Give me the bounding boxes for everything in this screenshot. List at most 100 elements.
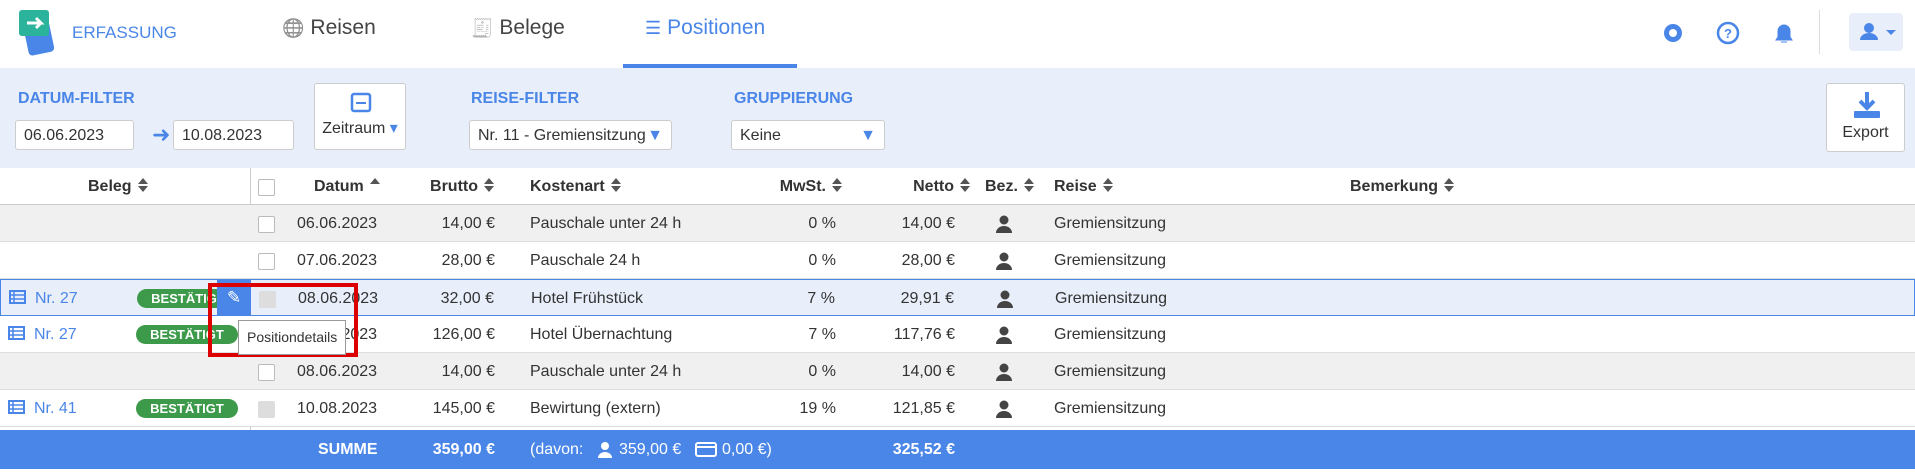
export-button[interactable]: Export bbox=[1826, 83, 1905, 152]
column-header[interactable]: Datum bbox=[314, 168, 381, 205]
trip: Gremiensitzung bbox=[1054, 215, 1167, 232]
gross: 14,00 € bbox=[441, 363, 495, 380]
table-row[interactable]: Nr. 41 BESTÄTIGT 10.08.2023 145,00 € Bewirtu… bbox=[0, 390, 1915, 427]
net: 14,00 € bbox=[901, 363, 955, 380]
trip: Gremiensitzung bbox=[1054, 252, 1167, 269]
beleg-link[interactable]: Nr. 27 bbox=[8, 316, 77, 353]
user-menu[interactable] bbox=[1849, 13, 1903, 51]
vat: 7 % bbox=[808, 326, 836, 343]
column-title: Datum bbox=[314, 178, 364, 195]
column-header[interactable]: Beleg bbox=[88, 168, 149, 205]
select-value: Keine bbox=[740, 127, 781, 144]
gross: 145,00 € bbox=[432, 400, 495, 417]
trip: Gremiensitzung bbox=[1054, 363, 1167, 380]
button-text: Export bbox=[1842, 124, 1889, 141]
column-header[interactable]: Netto bbox=[913, 168, 971, 205]
nav-item[interactable]: 🌐 Reisen bbox=[282, 16, 376, 40]
status-badge: BESTÄTIGT bbox=[136, 325, 238, 344]
button-text: Zeitraum bbox=[322, 120, 386, 137]
nav-item[interactable]: ☰ Positionen bbox=[645, 16, 765, 40]
nav-item[interactable]: 🧾 Belege bbox=[471, 16, 565, 40]
nav-icon: ☰ bbox=[645, 18, 662, 38]
range-button[interactable]: Zeitraum ▾ bbox=[314, 83, 406, 150]
date: 08.06.2023 bbox=[298, 290, 379, 307]
checkbox[interactable] bbox=[258, 179, 275, 196]
cost-type: Bewirtung (extern) bbox=[530, 400, 661, 417]
highlight-box bbox=[208, 283, 358, 357]
beleg-link[interactable]: Nr. 27 bbox=[9, 280, 78, 317]
divider bbox=[1819, 10, 1820, 54]
table-row[interactable]: 07.06.2023 28,00 € Pauschale 24 h 0 % 28,00 … bbox=[0, 242, 1915, 279]
cost-type: Pauschale unter 24 h bbox=[530, 363, 682, 380]
column-title: Bez. bbox=[985, 178, 1018, 195]
checkbox[interactable] bbox=[258, 253, 275, 270]
card-icon bbox=[695, 442, 717, 457]
nav-label: Reisen bbox=[310, 16, 376, 39]
trip: Gremiensitzung bbox=[1055, 290, 1168, 307]
column-header[interactable]: Kostenart bbox=[530, 168, 622, 205]
cost-type: Hotel Übernachtung bbox=[530, 326, 673, 343]
gross: 14,00 € bbox=[441, 215, 495, 232]
summary-netto: 325,52 € bbox=[892, 441, 955, 458]
column-title: Beleg bbox=[88, 178, 132, 195]
trip-select[interactable]: Nr. 11 - Gremiensitzung ▼ bbox=[469, 120, 672, 150]
person-icon bbox=[997, 290, 1013, 308]
summary-label: SUMME bbox=[318, 441, 378, 458]
column-title: Netto bbox=[913, 178, 954, 195]
table-header: Beleg Datum Brutto Kostenart MwSt. Netto Bez. R… bbox=[0, 168, 1915, 205]
net: 28,00 € bbox=[901, 252, 955, 269]
summary-person: 359,00 € bbox=[619, 441, 682, 458]
header-icons[interactable]: ? bbox=[1660, 20, 1810, 46]
header: ERFASSUNG 🌐 Reisen 🧾 Belege ☰ Positionen ? bbox=[0, 0, 1915, 68]
date-input[interactable]: 06.06.2023 bbox=[15, 120, 134, 150]
column-title: Brutto bbox=[430, 178, 478, 195]
beleg-number: Nr. 27 bbox=[35, 290, 78, 307]
person-icon bbox=[996, 326, 1012, 344]
filter-bar: DATUM-FILTER 06.06.2023 ➜ 10.08.2023 Zei… bbox=[0, 68, 1915, 168]
nav-icon: 🌐 bbox=[282, 18, 305, 38]
group-select[interactable]: Keine ▼ bbox=[731, 120, 885, 150]
summary-card: 0,00 €) bbox=[722, 441, 772, 458]
checkbox[interactable] bbox=[258, 401, 275, 418]
column-header[interactable]: Bemerkung bbox=[1350, 168, 1455, 205]
column-header[interactable]: MwSt. bbox=[780, 168, 843, 205]
date: 08.06.2023 bbox=[297, 363, 378, 380]
person-icon bbox=[996, 215, 1012, 233]
date-input[interactable]: 10.08.2023 bbox=[173, 120, 294, 150]
gross: 126,00 € bbox=[432, 326, 495, 343]
net: 14,00 € bbox=[901, 215, 955, 232]
checkbox[interactable] bbox=[258, 364, 275, 381]
column-title: Bemerkung bbox=[1350, 178, 1439, 195]
net: 117,76 € bbox=[893, 326, 955, 343]
tooltip: Positiondetails bbox=[238, 320, 347, 355]
column-header[interactable]: Brutto bbox=[430, 168, 495, 205]
checkbox[interactable] bbox=[258, 216, 275, 233]
vat: 7 % bbox=[807, 290, 835, 307]
arrow: ➜ bbox=[152, 122, 171, 147]
vat: 19 % bbox=[799, 400, 836, 417]
filter-label: DATUM-FILTER bbox=[18, 90, 135, 107]
net: 121,85 € bbox=[892, 400, 955, 417]
date: 06.06.2023 bbox=[297, 215, 378, 232]
gross: 32,00 € bbox=[440, 290, 494, 307]
column-header[interactable]: Bez. bbox=[985, 168, 1035, 205]
nav-icon: 🧾 bbox=[471, 18, 494, 38]
filter-label: GRUPPIERUNG bbox=[734, 90, 854, 107]
svg-text:?: ? bbox=[1724, 26, 1732, 41]
column-header[interactable]: Reise bbox=[1054, 168, 1114, 205]
trip: Gremiensitzung bbox=[1054, 326, 1167, 343]
vat: 0 % bbox=[808, 215, 836, 232]
nav-label: Belege bbox=[499, 16, 565, 39]
person-icon bbox=[996, 252, 1012, 270]
cost-type: Pauschale 24 h bbox=[530, 252, 641, 269]
nav-underline bbox=[623, 64, 797, 68]
checkbox[interactable] bbox=[259, 291, 276, 308]
person-icon bbox=[996, 363, 1012, 381]
person-icon bbox=[598, 442, 612, 458]
nav-label: Positionen bbox=[667, 16, 766, 39]
table-row[interactable]: 06.06.2023 14,00 € Pauschale unter 24 h 0 %… bbox=[0, 205, 1915, 242]
table-row[interactable]: 08.06.2023 14,00 € Pauschale unter 24 h 0 %… bbox=[0, 353, 1915, 390]
date: 10.08.2023 bbox=[297, 400, 378, 417]
summary-row: SUMME 359,00 € (davon: 359,00 € 0,00 €) 325,5… bbox=[0, 430, 1915, 469]
beleg-link[interactable]: Nr. 41 bbox=[8, 390, 77, 427]
